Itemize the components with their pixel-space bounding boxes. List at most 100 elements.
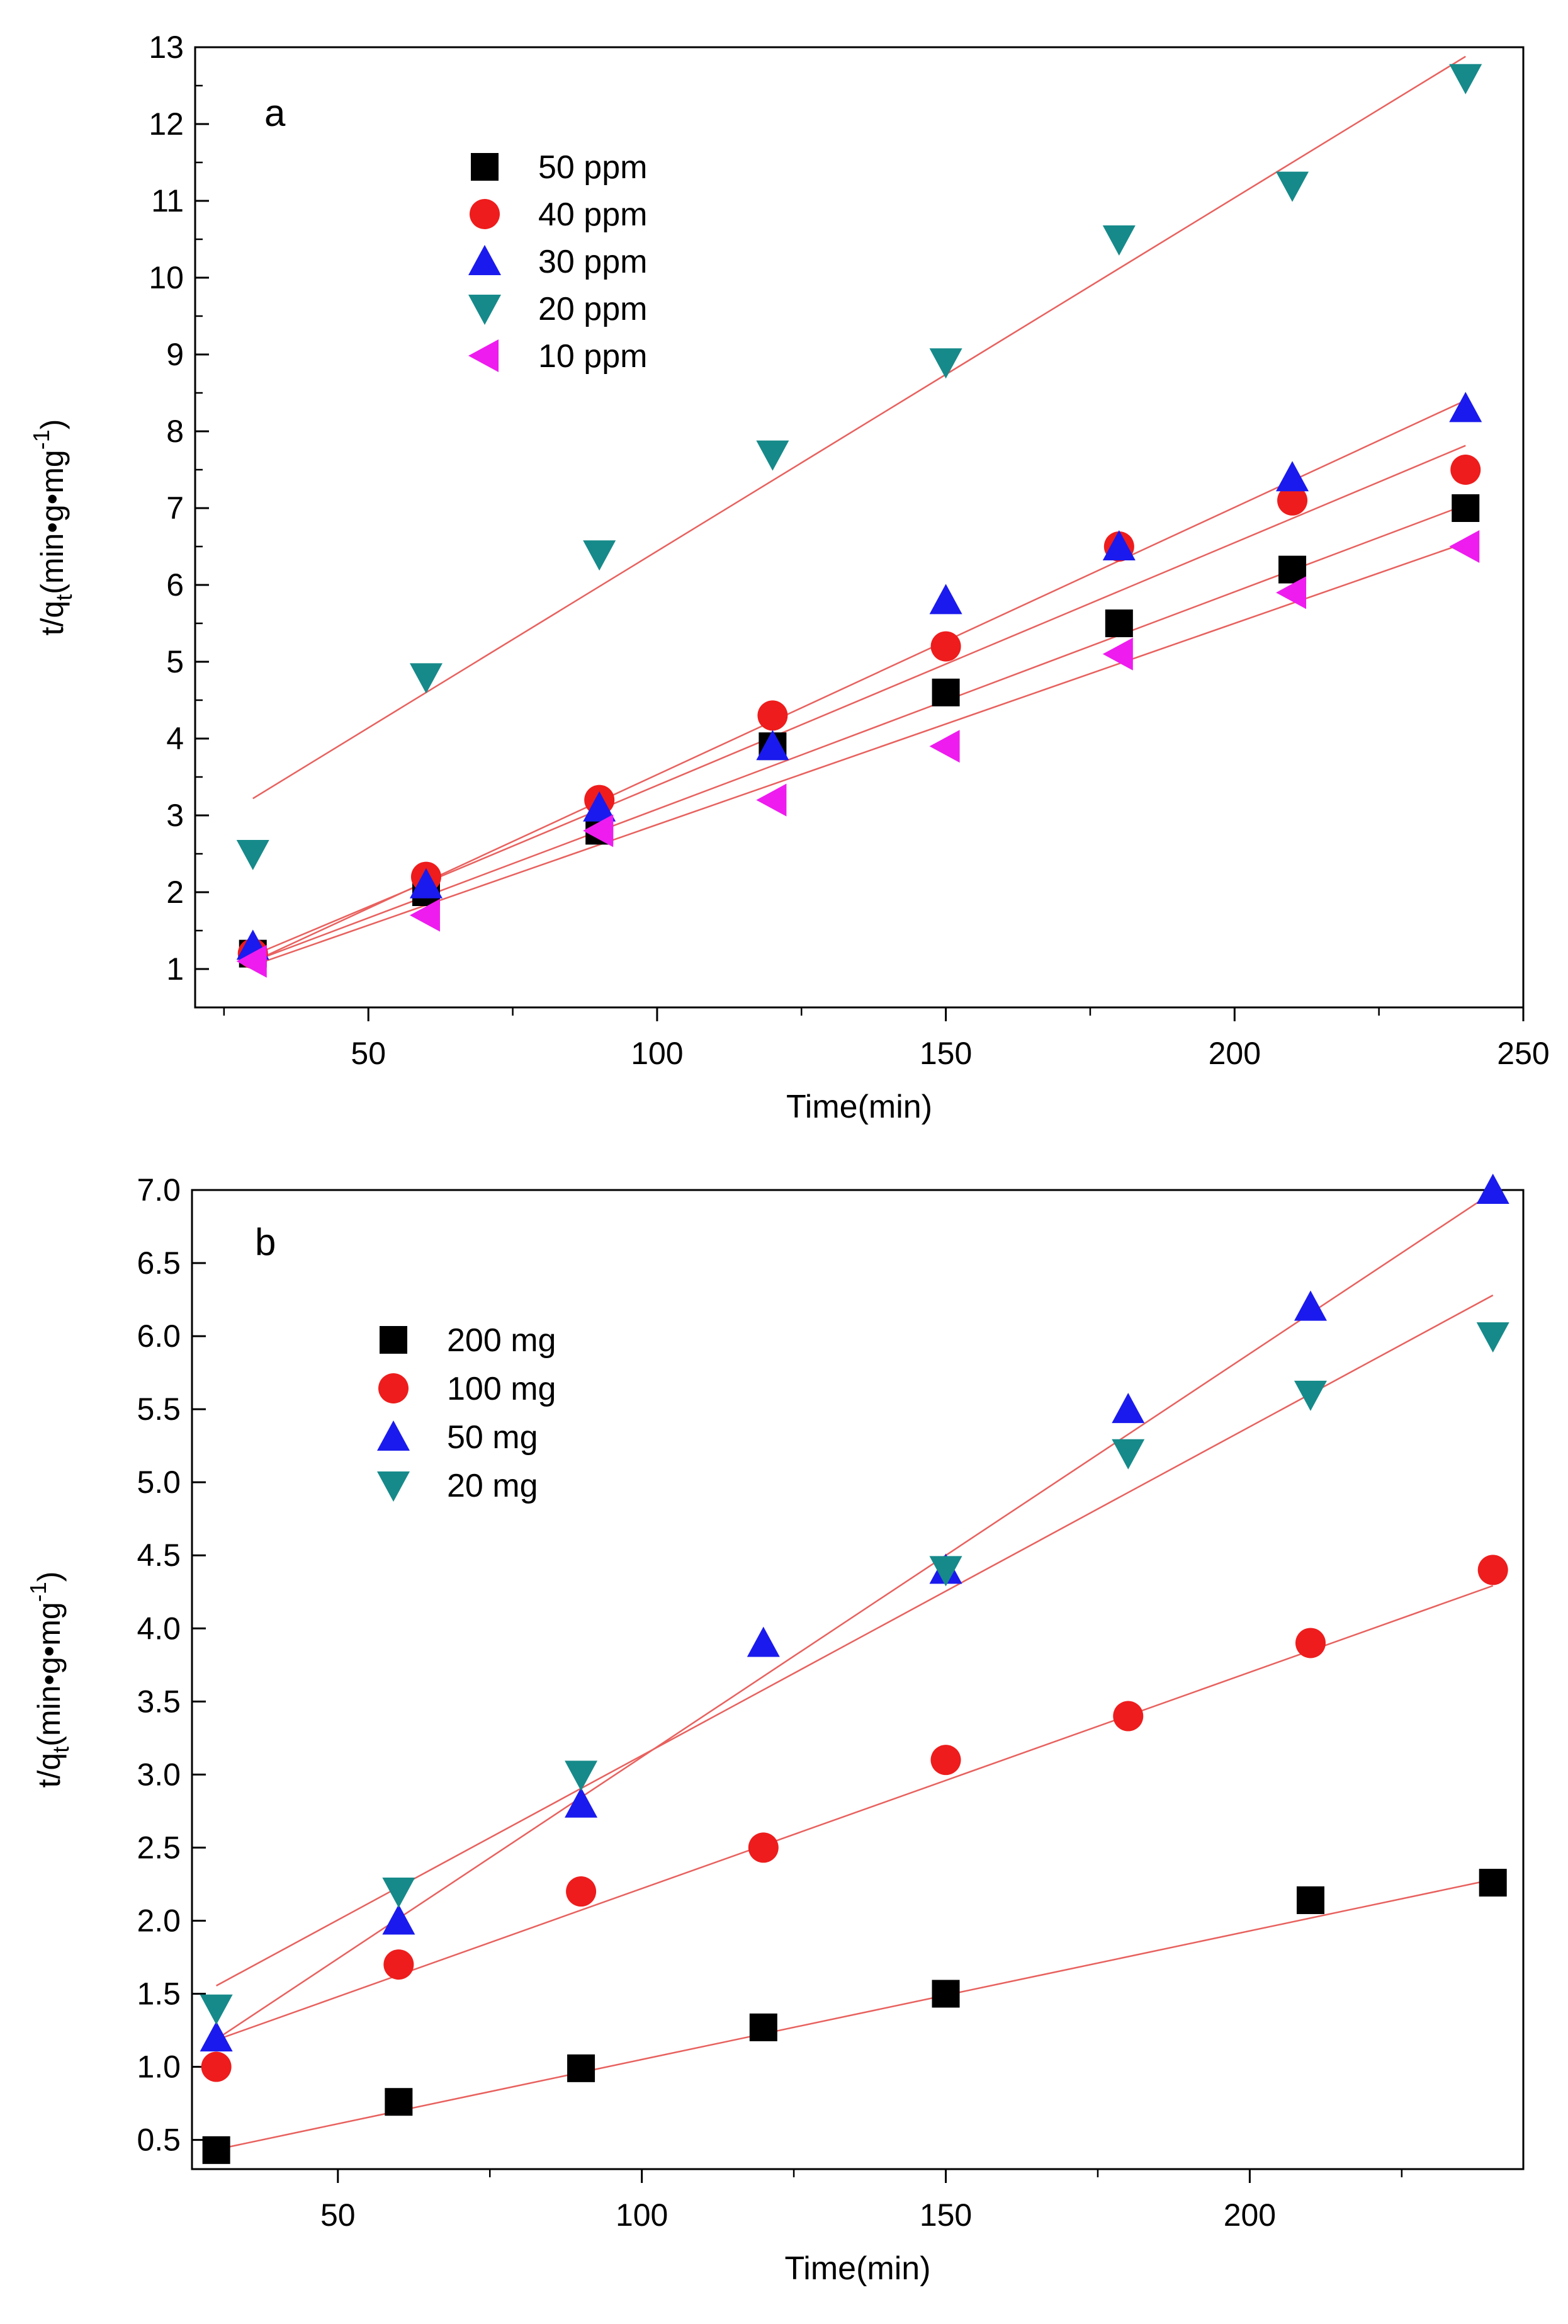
chart-panel-b: 0.5 1.0 1.5 2.0 2.5 3.0 3.5 4.0 4.5 5.0 5.5 6.0 6.5 7… (25, 1172, 1525, 2287)
data-point (1449, 64, 1482, 94)
fit-line (252, 445, 1466, 956)
x-tick-label: 200 (1209, 1036, 1261, 1071)
y-tick-label: 9 (166, 337, 184, 372)
data-point (1477, 1555, 1508, 1585)
x-tick-label: 200 (1224, 2197, 1276, 2233)
y-tick-label: 5 (166, 644, 184, 679)
x-tick-label: 150 (920, 2197, 972, 2233)
data-point (1452, 494, 1480, 522)
data-point (1294, 1380, 1327, 1411)
data-point (1449, 392, 1482, 422)
y-tick-label: 1.0 (137, 2049, 181, 2085)
x-axis-title: Time(min) (784, 2250, 930, 2287)
legend-marker (378, 1373, 409, 1403)
data-point (383, 1949, 414, 1980)
x-tick-label: 250 (1497, 1036, 1549, 1071)
legend-label: 40 ppm (538, 196, 647, 233)
data-point (236, 840, 269, 870)
data-point (382, 1904, 415, 1935)
data-point (929, 348, 962, 379)
y-tick-label: 2.0 (137, 1903, 181, 1938)
y-tick-label: 2 (166, 875, 184, 910)
data-point (1102, 530, 1136, 560)
y-axis-title-sub: t (51, 594, 77, 601)
y-axis-title-close: ) (31, 1572, 67, 1582)
data-point (1295, 1628, 1326, 1658)
data-point (1277, 485, 1308, 516)
data-point (1102, 225, 1136, 256)
legend-label: 20 mg (447, 1468, 538, 1504)
legend-label: 50 ppm (538, 149, 647, 186)
y-axis-title-sup: -1 (28, 429, 54, 450)
fit-line (252, 541, 1466, 966)
data-point (929, 1556, 962, 1587)
panel-label: a (264, 92, 286, 134)
data-point (583, 814, 614, 847)
y-axis-title-sup: -1 (25, 1582, 51, 1602)
legend-marker (468, 245, 501, 275)
data-point (1276, 461, 1309, 492)
data-point (1113, 1701, 1144, 1732)
y-axis-title-main: t/q (35, 601, 70, 636)
data-point (756, 730, 789, 761)
data-point (409, 868, 443, 898)
y-tick-label: 6.0 (137, 1318, 181, 1354)
fit-line (216, 1585, 1494, 2041)
data-point (1105, 609, 1133, 637)
data-point (201, 2051, 232, 2082)
y-axis-title-close: ) (35, 419, 70, 430)
data-point (583, 791, 616, 822)
data-point (1102, 637, 1133, 671)
fit-line (216, 1878, 1493, 2151)
data-point (1276, 576, 1307, 609)
data-point (583, 540, 616, 571)
fit-line (216, 1295, 1494, 1987)
legend-label: 50 mg (447, 1419, 538, 1456)
y-tick-label: 10 (149, 260, 184, 295)
data-point (409, 898, 440, 932)
y-tick-label: 11 (151, 183, 184, 218)
y-tick-label: 8 (166, 414, 184, 449)
data-point (932, 678, 960, 706)
y-tick-label: 1.5 (137, 1976, 181, 2011)
x-tick-label: 150 (920, 1036, 972, 1071)
data-point (1479, 1869, 1507, 1897)
data-point (1296, 1886, 1324, 1914)
data-point (1112, 1439, 1145, 1470)
plot-frame (194, 46, 1525, 1009)
data-point (565, 1760, 598, 1791)
data-point (749, 2013, 777, 2041)
y-tick-label: 13 (149, 30, 184, 65)
legend-label: 20 ppm (538, 291, 647, 327)
y-tick-label: 5.5 (137, 1392, 181, 1427)
y-tick-label: 3 (166, 798, 184, 833)
legend-label: 200 mg (447, 1322, 556, 1359)
data-point (929, 730, 960, 763)
x-axis-title: Time(min) (786, 1089, 932, 1125)
data-point (756, 783, 787, 817)
y-tick-label: 3.0 (137, 1757, 181, 1792)
y-axis-title-main: t/q (31, 1753, 67, 1788)
data-point (202, 2136, 230, 2164)
y-tick-label: 4 (166, 721, 184, 756)
data-point (757, 700, 788, 731)
data-point (567, 2054, 595, 2082)
legend-label: 30 ppm (538, 244, 647, 280)
data-point (930, 631, 961, 662)
x-tick-label: 100 (616, 2197, 668, 2233)
y-tick-label: 5.0 (137, 1465, 181, 1500)
y-axis-title: t/qt(min•g•mg-1) (28, 419, 77, 636)
y-tick-label: 2.5 (137, 1830, 181, 1865)
data-point (409, 663, 443, 694)
data-point (200, 1994, 233, 2025)
y-tick-label: 7.0 (137, 1172, 181, 1208)
fit-line (252, 55, 1466, 800)
legend-marker (380, 1326, 407, 1354)
y-tick-label: 7 (166, 490, 184, 526)
plot-frame (191, 1189, 1525, 2170)
data-point (747, 1626, 780, 1657)
data-point (236, 944, 267, 978)
